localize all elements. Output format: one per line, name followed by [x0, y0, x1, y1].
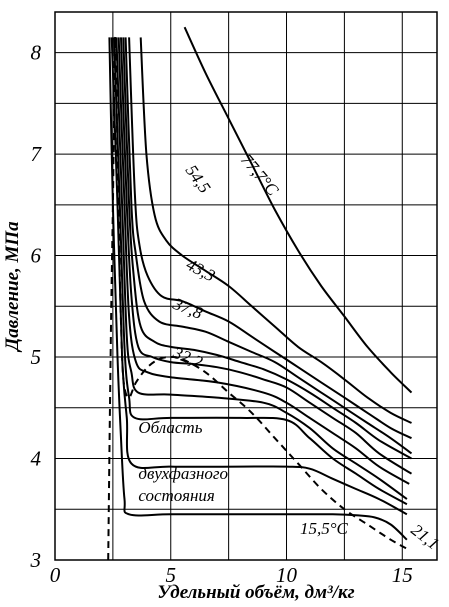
x-axis-title: Удельный объём, дм³/кг — [157, 582, 354, 603]
y-tick-label: 5 — [31, 345, 42, 369]
x-tick-label: 15 — [392, 563, 413, 587]
isotherm-line-11 — [183, 26, 413, 394]
y-tick-label: 3 — [30, 548, 42, 572]
isotherm-label: 37,8 — [170, 294, 206, 323]
region-annotation: Область — [138, 418, 202, 437]
isotherm-line-10 — [139, 37, 412, 424]
isotherm-line-4 — [115, 37, 408, 500]
plot-frame — [54, 11, 438, 561]
isotherm-line-8 — [124, 37, 413, 455]
tick-labels: 0 5 10 15 3 4 5 6 7 8 — [30, 41, 413, 587]
y-tick-label: 8 — [31, 41, 42, 65]
y-axis-title: Давление, МПа — [2, 221, 23, 353]
x-tick-label: 0 — [50, 563, 61, 587]
region-annotation: состояния — [138, 486, 215, 505]
isotherm-curves — [108, 26, 413, 541]
isotherm-label: 54,5 — [182, 161, 215, 196]
saturation-dome-line — [107, 36, 410, 561]
grid — [55, 12, 437, 560]
y-tick-label: 4 — [31, 447, 42, 471]
isotherm-label: 77,7°C — [237, 150, 283, 199]
y-tick-label: 7 — [31, 142, 43, 166]
isotherm-line-3 — [113, 37, 408, 506]
x-tick-label: 5 — [166, 563, 177, 587]
isotherm-line-6 — [120, 37, 413, 475]
region-annotation: двухфазного — [138, 464, 228, 483]
isotherm-label: 15,5°C — [300, 519, 349, 538]
isotherm-line-1 — [108, 37, 408, 541]
saturation-dome — [107, 36, 410, 561]
isotherm-line-7 — [122, 37, 412, 460]
isotherm-line-9 — [128, 37, 412, 440]
isotherm-line-2 — [110, 37, 408, 516]
isotherm-label: 32,2 — [170, 343, 206, 372]
y-tick-label: 6 — [31, 244, 42, 268]
x-tick-label: 10 — [276, 563, 298, 587]
